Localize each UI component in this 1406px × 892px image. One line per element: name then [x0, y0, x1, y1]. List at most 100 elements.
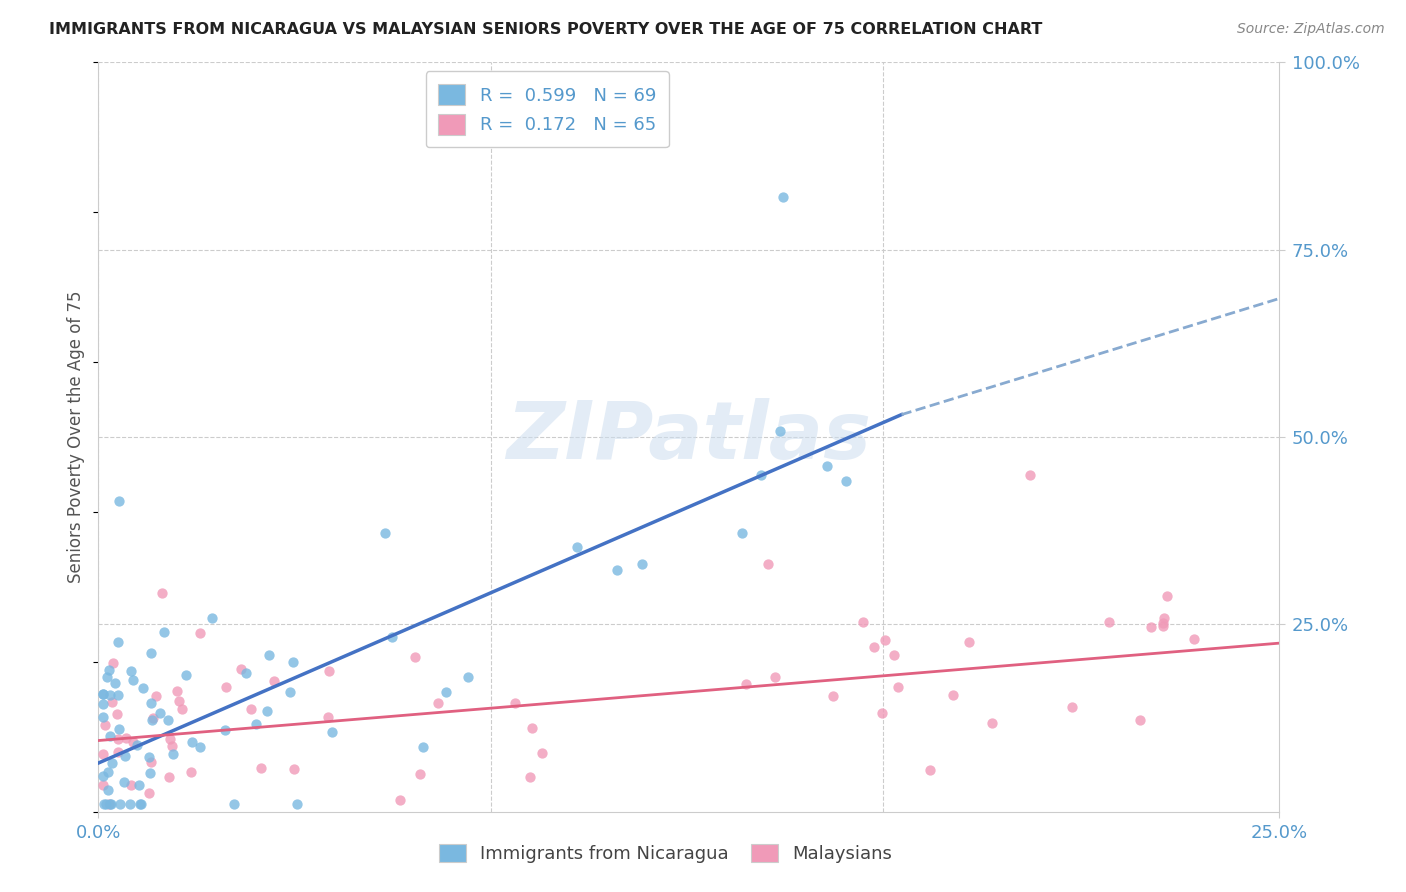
Point: [188, 739, 211, 754]
Point: [97, 782, 120, 797]
Point: [256, 705, 278, 719]
Point: [141, 755, 163, 769]
Point: [107, 688, 129, 702]
Point: [731, 525, 754, 540]
Point: [141, 714, 163, 728]
Point: [122, 734, 145, 748]
Point: [823, 690, 845, 704]
Point: [91, 698, 114, 712]
Point: [97, 765, 120, 780]
Point: [835, 474, 858, 488]
Point: [94, 718, 117, 732]
Point: [316, 710, 339, 724]
Point: [503, 696, 526, 710]
Point: [150, 585, 173, 599]
Point: [97, 797, 120, 812]
Point: [114, 731, 136, 745]
Point: [381, 630, 404, 644]
Point: [519, 770, 541, 784]
Point: [94, 797, 117, 812]
Point: [920, 763, 942, 777]
Point: [257, 648, 280, 662]
Text: IMMIGRANTS FROM NICARAGUA VS MALAYSIAN SENIORS POVERTY OVER THE AGE OF 75 CORREL: IMMIGRANTS FROM NICARAGUA VS MALAYSIAN S…: [49, 22, 1043, 37]
Point: [181, 734, 204, 748]
Point: [957, 634, 980, 648]
Point: [170, 702, 193, 716]
Point: [138, 749, 160, 764]
Point: [91, 688, 114, 702]
Point: [374, 526, 396, 541]
Point: [1152, 616, 1174, 631]
Point: [122, 673, 145, 688]
Point: [883, 648, 905, 662]
Point: [606, 563, 628, 577]
Point: [763, 670, 786, 684]
Point: [108, 494, 131, 508]
Point: [756, 557, 779, 571]
Point: [98, 689, 121, 703]
Point: [174, 667, 197, 681]
Point: [91, 710, 114, 724]
Point: [283, 762, 305, 776]
Point: [285, 797, 308, 812]
Point: [412, 740, 434, 755]
Point: [107, 635, 129, 649]
Point: [141, 646, 163, 660]
Point: [427, 697, 450, 711]
Point: [98, 729, 121, 743]
Point: [91, 687, 114, 701]
Point: [870, 706, 893, 721]
Point: [530, 746, 553, 760]
Point: [91, 778, 114, 792]
Point: [630, 558, 652, 572]
Point: [229, 662, 252, 676]
Point: [1152, 619, 1174, 633]
Point: [321, 725, 343, 739]
Point: [981, 716, 1004, 731]
Point: [215, 680, 238, 694]
Point: [281, 656, 304, 670]
Point: [1129, 713, 1152, 727]
Point: [138, 785, 160, 799]
Point: [120, 664, 142, 678]
Point: [235, 666, 257, 681]
Point: [457, 670, 479, 684]
Point: [96, 670, 118, 684]
Point: [129, 797, 152, 811]
Point: [245, 717, 267, 731]
Text: ZIPatlas: ZIPatlas: [506, 398, 872, 476]
Y-axis label: Seniors Poverty Over the Age of 75: Seniors Poverty Over the Age of 75: [67, 291, 86, 583]
Point: [214, 723, 236, 737]
Point: [522, 721, 544, 735]
Point: [108, 722, 131, 736]
Point: [93, 797, 115, 812]
Point: [127, 738, 149, 752]
Point: [157, 713, 180, 727]
Point: [160, 739, 183, 754]
Point: [240, 702, 263, 716]
Point: [105, 706, 128, 721]
Point: [120, 777, 142, 791]
Point: [862, 640, 884, 654]
Point: [224, 797, 246, 812]
Point: [1140, 620, 1163, 634]
Point: [434, 685, 457, 699]
Point: [128, 778, 150, 792]
Point: [263, 674, 285, 689]
Point: [769, 424, 792, 438]
Point: [772, 190, 794, 204]
Point: [98, 663, 121, 677]
Legend: Immigrants from Nicaragua, Malaysians: Immigrants from Nicaragua, Malaysians: [432, 837, 900, 870]
Point: [162, 747, 184, 761]
Point: [114, 749, 136, 764]
Point: [104, 675, 127, 690]
Point: [388, 793, 411, 807]
Point: [91, 770, 114, 784]
Point: [318, 665, 340, 679]
Point: [120, 797, 142, 812]
Point: [149, 706, 172, 720]
Point: [152, 624, 174, 639]
Point: [409, 767, 432, 781]
Point: [249, 761, 271, 775]
Point: [157, 771, 180, 785]
